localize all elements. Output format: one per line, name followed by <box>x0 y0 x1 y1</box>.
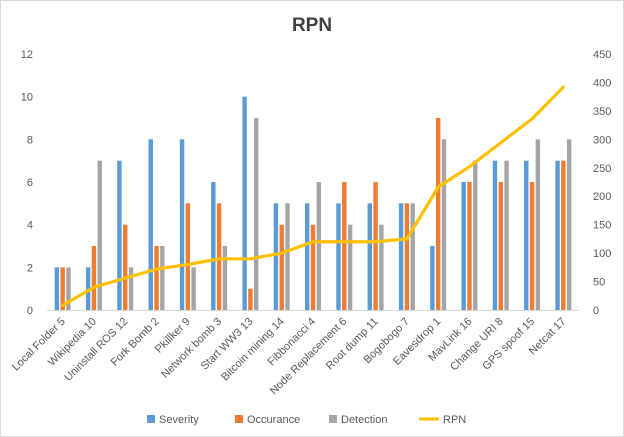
y-tick-label-right: 100 <box>593 248 611 260</box>
bar-occurance-2 <box>92 246 96 310</box>
bar-occurance-17 <box>561 161 565 310</box>
legend-swatch-severity <box>147 415 155 423</box>
legend-swatch-detection <box>329 415 337 423</box>
y-tick-label-right: 150 <box>593 220 611 232</box>
bar-severity-12 <box>399 203 403 310</box>
bar-severity-15 <box>493 161 497 310</box>
y-tick-label-left: 12 <box>21 49 33 61</box>
bar-severity-1 <box>55 267 59 310</box>
chart-legend: Severity Occurance Detection RPN <box>147 414 466 426</box>
bar-detection-6 <box>223 246 227 310</box>
legend-label-rpn: RPN <box>443 414 466 426</box>
bar-detection-9 <box>317 182 321 310</box>
bar-occurance-16 <box>530 182 534 310</box>
bar-severity-8 <box>274 203 278 310</box>
legend-label-severity: Severity <box>159 414 199 426</box>
bar-occurance-8 <box>280 225 284 310</box>
bar-occurance-10 <box>342 182 346 310</box>
bar-occurance-13 <box>436 118 440 310</box>
bar-severity-9 <box>305 203 309 310</box>
y-tick-label-right: 250 <box>593 163 611 175</box>
y-tick-label-right: 300 <box>593 134 611 146</box>
bar-detection-10 <box>348 225 352 310</box>
bar-detection-17 <box>567 139 571 310</box>
bar-detection-13 <box>442 139 446 310</box>
bar-severity-16 <box>524 161 528 310</box>
y-tick-label-left: 4 <box>27 220 33 232</box>
bar-occurance-5 <box>186 203 190 310</box>
y-tick-label-left: 6 <box>27 177 33 189</box>
y-tick-label-left: 0 <box>27 305 33 317</box>
bar-severity-7 <box>242 97 246 310</box>
bar-occurance-15 <box>499 182 503 310</box>
bar-severity-10 <box>336 203 340 310</box>
bar-occurance-9 <box>311 225 315 310</box>
bar-detection-5 <box>191 267 195 310</box>
bar-occurance-4 <box>154 246 158 310</box>
y-tick-label-right: 400 <box>593 77 611 89</box>
y-tick-label-right: 0 <box>593 305 599 317</box>
bar-severity-6 <box>211 182 215 310</box>
bar-occurance-14 <box>467 182 471 310</box>
bar-severity-17 <box>555 161 559 310</box>
bar-occurance-12 <box>405 203 409 310</box>
y-tick-label-right: 50 <box>593 277 605 289</box>
bar-severity-14 <box>461 182 465 310</box>
legend-label-occurance: Occurance <box>247 414 300 426</box>
y-tick-label-right: 450 <box>593 49 611 61</box>
y-tick-label-right: 200 <box>593 191 611 203</box>
bar-detection-14 <box>473 161 477 310</box>
y-tick-label-left: 2 <box>27 262 33 274</box>
bar-severity-11 <box>368 203 372 310</box>
bar-detection-3 <box>129 267 133 310</box>
bar-severity-4 <box>149 139 153 310</box>
x-tick-label: Local Folder 5 <box>10 316 68 374</box>
bar-detection-16 <box>536 139 540 310</box>
y-tick-label-left: 10 <box>21 92 33 104</box>
bar-occurance-3 <box>123 225 127 310</box>
bar-occurance-7 <box>248 289 252 310</box>
y-tick-label-left: 8 <box>27 134 33 146</box>
bar-detection-4 <box>160 246 164 310</box>
bar-detection-8 <box>285 203 289 310</box>
bar-detection-12 <box>410 203 414 310</box>
legend-label-detection: Detection <box>341 414 387 426</box>
bar-severity-5 <box>180 139 184 310</box>
bar-detection-11 <box>379 225 383 310</box>
y-tick-label-right: 350 <box>593 106 611 118</box>
bar-severity-13 <box>430 246 434 310</box>
bar-severity-3 <box>117 161 121 310</box>
chart-title: RPN <box>292 15 332 36</box>
bar-occurance-6 <box>217 203 221 310</box>
bar-occurance-11 <box>373 182 377 310</box>
bar-detection-7 <box>254 118 258 310</box>
bar-detection-15 <box>504 161 508 310</box>
legend-swatch-occurance <box>235 415 243 423</box>
